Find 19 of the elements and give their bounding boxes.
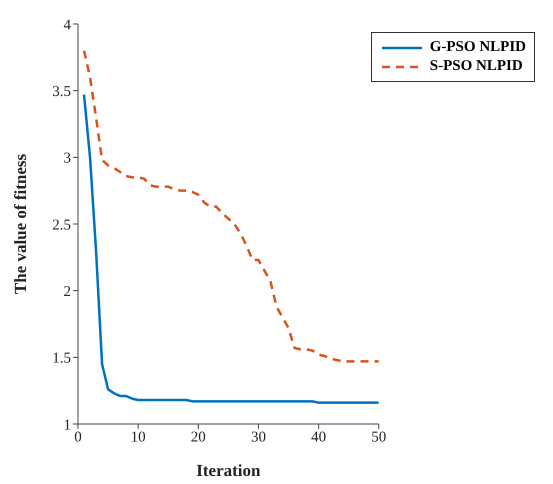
legend-label: G-PSO NLPID [430, 39, 526, 56]
x-tick-label: 0 [74, 430, 82, 446]
y-tick-label: 3 [64, 150, 71, 167]
line-series [82, 49, 379, 363]
y-tick-label: 2.5 [52, 217, 71, 234]
x-tick-label: 20 [190, 430, 206, 446]
y-tick-label: 1.5 [52, 350, 71, 367]
y-tick-label: 1 [64, 417, 71, 434]
legend-label: S-PSO NLPID [430, 58, 523, 75]
x-tick-label: 50 [371, 430, 386, 446]
x-tick-label: 40 [311, 430, 326, 446]
y-tick-label: 4 [64, 17, 72, 34]
y-tick-label: 3.5 [52, 84, 71, 100]
x-axis-title: Iteration [196, 461, 262, 480]
x-tick-label: 10 [130, 430, 146, 446]
x-tick-label: 30 [250, 430, 266, 446]
y-axis-title: The value of fitness [11, 153, 30, 294]
line-series [82, 93, 379, 404]
y-tick-label: 2 [64, 284, 71, 300]
